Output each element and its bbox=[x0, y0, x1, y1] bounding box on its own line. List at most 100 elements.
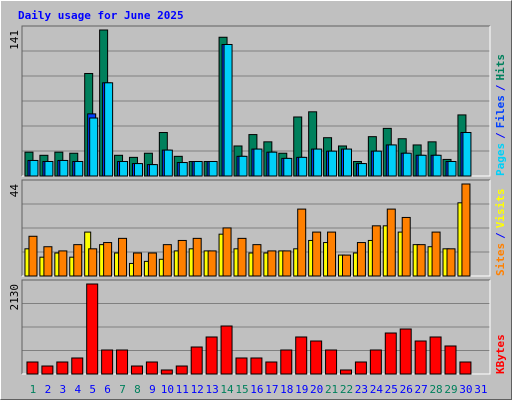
legend-entry: Pages bbox=[494, 143, 507, 176]
bar bbox=[89, 117, 99, 177]
bar bbox=[354, 361, 367, 375]
bar bbox=[148, 164, 158, 177]
bar bbox=[116, 349, 129, 375]
bar bbox=[130, 365, 143, 375]
bar bbox=[119, 161, 129, 177]
bar bbox=[178, 162, 188, 177]
bar bbox=[44, 161, 54, 177]
x-tick-label: 25 bbox=[385, 383, 398, 396]
bar bbox=[220, 325, 233, 375]
bar bbox=[205, 336, 218, 375]
x-tick-label: 28 bbox=[429, 383, 442, 396]
x-tick-label: 17 bbox=[265, 383, 278, 396]
bar bbox=[384, 332, 397, 375]
bar bbox=[399, 328, 412, 375]
bar bbox=[71, 357, 84, 375]
legend-entry: Visits bbox=[494, 189, 507, 229]
x-tick-label: 14 bbox=[220, 383, 234, 396]
legend-separator: / bbox=[494, 132, 507, 139]
x-tick-label: 10 bbox=[161, 383, 174, 396]
bar bbox=[207, 250, 217, 277]
legend: Pages / Files / Hits bbox=[494, 54, 507, 176]
bar bbox=[429, 336, 442, 375]
legend-separator: / bbox=[494, 84, 507, 91]
bar bbox=[28, 235, 38, 277]
bar bbox=[462, 132, 472, 177]
bar bbox=[103, 242, 113, 277]
bar bbox=[133, 163, 143, 177]
x-tick-label: 29 bbox=[444, 383, 457, 396]
x-tick-label: 27 bbox=[415, 383, 428, 396]
x-tick-label: 20 bbox=[310, 383, 323, 396]
x-tick-label: 3 bbox=[60, 383, 67, 396]
x-tick-label: 5 bbox=[89, 383, 96, 396]
x-tick-label: 19 bbox=[295, 383, 308, 396]
bar bbox=[223, 43, 233, 177]
bar bbox=[118, 237, 128, 277]
plot-border bbox=[21, 25, 490, 176]
x-tick-label: 15 bbox=[235, 383, 248, 396]
x-tick-label: 7 bbox=[119, 383, 126, 396]
bar bbox=[267, 250, 277, 277]
bar bbox=[237, 237, 247, 277]
bar bbox=[43, 246, 53, 277]
bar bbox=[295, 336, 308, 375]
plot-border bbox=[21, 279, 490, 374]
bar bbox=[145, 361, 158, 375]
bar bbox=[193, 161, 203, 177]
bar bbox=[56, 361, 69, 375]
x-tick-label: 9 bbox=[149, 383, 156, 396]
bar bbox=[357, 163, 367, 177]
bar bbox=[265, 361, 278, 375]
bar bbox=[341, 254, 351, 277]
y-tick-label: 2130 bbox=[8, 284, 21, 311]
bar bbox=[417, 154, 427, 177]
bar bbox=[372, 150, 382, 177]
chart-title: Daily usage for June 2025 bbox=[18, 9, 184, 22]
bar bbox=[328, 150, 338, 177]
x-tick-label: 6 bbox=[104, 383, 111, 396]
legend-entry: Hits bbox=[494, 54, 507, 81]
bar bbox=[163, 149, 173, 177]
bar bbox=[162, 244, 172, 277]
bar bbox=[26, 361, 39, 375]
bar bbox=[386, 208, 396, 277]
legend-entry: KBytes bbox=[494, 334, 507, 374]
bar bbox=[41, 365, 54, 375]
bar bbox=[160, 369, 173, 375]
x-tick-label: 8 bbox=[134, 383, 141, 396]
bar bbox=[190, 346, 203, 375]
legend: KBytes bbox=[494, 334, 507, 374]
bar bbox=[175, 365, 188, 375]
bar bbox=[432, 154, 442, 177]
x-tick-label: 2 bbox=[45, 383, 52, 396]
bar bbox=[268, 151, 278, 177]
bar bbox=[327, 231, 337, 277]
bar bbox=[461, 183, 471, 277]
x-tick-label: 24 bbox=[370, 383, 384, 396]
bar bbox=[177, 239, 187, 277]
bar bbox=[447, 161, 457, 177]
bar bbox=[208, 161, 218, 177]
bar bbox=[459, 361, 472, 375]
bar bbox=[339, 369, 352, 375]
bar bbox=[401, 216, 411, 277]
x-tick-label: 16 bbox=[250, 383, 263, 396]
x-tick-label: 18 bbox=[280, 383, 293, 396]
bar bbox=[282, 250, 292, 277]
bar bbox=[59, 159, 69, 177]
bar bbox=[371, 225, 381, 277]
bar bbox=[88, 248, 98, 277]
bar bbox=[253, 148, 263, 177]
y-tick-label: 44 bbox=[8, 184, 21, 198]
bar bbox=[416, 244, 426, 277]
x-tick-label: 13 bbox=[206, 383, 219, 396]
y-tick-label: 141 bbox=[8, 30, 21, 50]
bar bbox=[414, 340, 427, 375]
bar bbox=[238, 155, 248, 177]
x-tick-label: 22 bbox=[340, 383, 353, 396]
x-tick-label: 21 bbox=[325, 383, 338, 396]
bar bbox=[387, 144, 397, 177]
